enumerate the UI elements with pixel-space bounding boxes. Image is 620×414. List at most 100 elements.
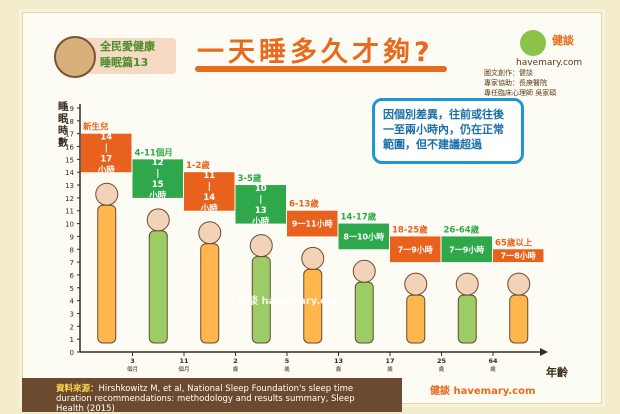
y-tick-label: 5 [70,285,74,293]
x-tick-unit: 歲 [284,365,290,373]
y-tick-label: 10 [65,221,74,229]
person-figure-icon [198,221,222,245]
person-figure-icon [301,246,325,270]
x-tick-label: 13 [334,357,343,365]
x-tick-label: 3 [130,357,135,365]
hours-range-label: 11 [203,171,215,181]
y-axis-label: 睡眠時數 [58,102,68,149]
person-figure-icon [404,272,428,296]
range-bar [287,210,338,237]
hours-range-label: 14 [203,193,215,203]
person-body-icon [509,294,529,344]
range-bar [493,249,544,263]
age-group-label: 新生兒 [83,122,109,133]
author-avatar [54,36,96,78]
person-figure-icon [455,272,479,296]
range-bar [184,172,235,211]
x-tick-unit: 個月 [178,365,189,373]
credit-line-1: 圖文創作：健談 [484,69,533,77]
title-underline [195,66,447,72]
person-body-icon [457,294,477,344]
y-tick-label: 1 [70,336,74,344]
hours-range-label: 小時 [97,164,116,175]
hours-range-label: | [105,143,108,153]
range-bar [132,159,183,198]
range-bar [235,185,286,224]
person-body-icon [354,281,374,344]
hours-range-label: 7一9小時 [449,244,484,254]
source-bar [22,378,402,412]
x-tick-label: 64 [488,357,498,365]
x-tick-unit: 個月 [127,365,138,373]
hours-range-label: 7一9小時 [398,244,433,254]
hours-range-label: 8一10小時 [343,231,384,241]
credit-line-2: 專家協助：長庚醫院 [484,79,547,87]
person-body-icon [97,204,117,344]
y-tick-label: 19 [65,105,74,113]
credit-line-3: 專任臨床心理師 吳家碩 [484,89,557,97]
person-figure-icon [249,234,273,258]
brand-logo-text: 健談 [552,34,574,47]
x-tick-label: 2 [233,357,238,365]
hours-range-label: 9一11小時 [292,219,333,229]
range-bar [81,133,132,173]
hours-range-label: 10 [255,184,267,194]
watermark: 健談 havemary.com [238,296,344,307]
y-tick-label: 16 [65,144,74,152]
y-tick-label: 0 [70,349,74,357]
hours-range-label: 12 [152,158,164,168]
hours-range-label: 7一8小時 [501,251,536,261]
age-group-label: 3-5歲 [238,173,262,184]
age-group-label: 65歲以上 [495,237,533,248]
hours-range-label: 小時 [200,203,219,214]
person-figure-icon [95,182,119,206]
y-tick-label: 9 [70,233,74,241]
age-group-label: 1-2歲 [186,160,210,171]
page-title: 一天睡多久才夠? [197,37,434,68]
series-tab [80,38,176,74]
hours-range-label: 13 [255,206,267,216]
x-tick-unit: 歲 [387,365,393,373]
x-tick-unit: 歲 [336,365,342,373]
x-axis-arrow-icon [540,348,548,356]
source-label: 資料來源： [56,384,99,394]
person-figure-icon [146,208,170,232]
range-bar [390,236,441,263]
y-tick-label: 11 [65,208,74,216]
brand-url: havemary.com [516,58,583,68]
y-tick-label: 15 [65,156,74,164]
age-group-label: 18-25歲 [392,224,428,235]
y-tick-label: 13 [65,182,74,190]
x-tick-label: 17 [385,357,394,365]
person-figure-icon [507,272,531,296]
brand-logo-icon [520,30,546,56]
hours-range-label: 17 [100,154,112,164]
person-body-icon [148,230,168,344]
hours-range-label: | [156,169,159,179]
y-tick-label: 8 [70,246,74,254]
series-subtitle: 睡眠篇13 [100,56,149,69]
hours-range-label: | [208,182,211,192]
series-title: 全民愛健康 [100,40,155,53]
y-tick-label: 3 [70,310,74,318]
y-tick-label: 7 [70,259,74,267]
person-body-icon [200,243,220,344]
y-tick-label: 12 [65,195,74,203]
hours-range-label: 小時 [148,190,167,201]
x-tick-unit: 歲 [490,365,496,373]
hours-range-label: 14 [100,132,112,142]
person-figure-icon [352,259,376,283]
y-tick-label: 18 [65,118,74,126]
person-body-icon [303,268,323,344]
y-tick-label: 4 [70,298,75,306]
range-bar [338,223,389,250]
note-box: 因個別差異，往前或往後一至兩小時內，仍在正常範圍，但不建議超過 [372,98,524,164]
range-bar [441,236,492,263]
age-group-label: 14-17歲 [341,212,377,223]
y-tick-label: 6 [70,272,75,280]
age-group-label: 6-13歲 [289,199,319,210]
x-tick-unit: 歲 [439,365,445,373]
x-tick-label: 5 [285,357,290,365]
source-text: Hirshkowitz M, et al, National Sleep Fou… [56,384,355,414]
person-body-icon [251,256,271,344]
